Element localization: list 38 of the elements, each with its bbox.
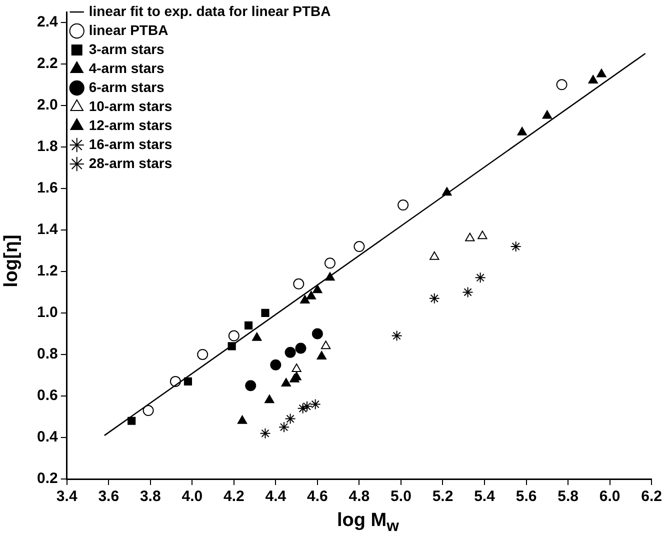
x-tick-label: 5.0 (390, 488, 412, 506)
y-tick-label: 2.0 (36, 96, 58, 114)
y-axis-title: log[η] (1, 234, 23, 290)
y-tick-label: 0.6 (36, 387, 58, 404)
x-tick-label: 3.8 (140, 488, 161, 506)
x-axis-title: log M$_{w}$ (336, 510, 400, 536)
legend-label: 4-arm stars (88, 60, 165, 76)
y-tick-label: 1.4 (36, 221, 58, 238)
legend-label: 16-arm stars (88, 136, 172, 152)
legend-label: linear PTBA (88, 22, 168, 38)
x-tick-label: 5.4 (474, 488, 496, 506)
x-tick-label: 3.6 (98, 488, 120, 506)
x-tick-label: 4.2 (223, 488, 244, 506)
y-tick-label: 2.4 (36, 14, 58, 31)
x-tick-label: 4.4 (265, 488, 287, 506)
legend-label: 6-arm stars (88, 78, 165, 95)
x-tick-label: 5.8 (558, 488, 578, 506)
x-tick-label: 4.6 (307, 488, 328, 506)
legend-label: 12-arm stars (88, 116, 172, 133)
legend-label: 28-arm stars (88, 154, 172, 171)
legend-label: linear fit to exp. data for linear PTBA (88, 2, 331, 19)
y-tick-label: 0.8 (36, 346, 58, 363)
y-tick-label: 0.4 (36, 428, 58, 446)
y-tick-label: 2.2 (36, 55, 58, 72)
y-tick-label: 1.8 (36, 138, 58, 156)
x-tick-label: 6.2 (641, 488, 662, 506)
x-tick-label: 4.0 (182, 488, 203, 506)
x-tick-label: 5.6 (516, 488, 537, 506)
y-tick-label: 1.0 (36, 304, 58, 322)
x-tick-label: 5.2 (432, 488, 454, 506)
x-tick-label: 6.0 (599, 488, 620, 506)
legend-label: 10-arm stars (88, 98, 172, 114)
x-tick-label: 3.4 (56, 488, 78, 506)
y-tick-label: 1.2 (36, 262, 58, 280)
legend-label: 3-arm stars (88, 40, 165, 57)
y-tick-label: 0.2 (36, 470, 58, 488)
y-tick-label: 1.6 (36, 180, 58, 197)
x-tick-label: 4.8 (348, 488, 370, 506)
